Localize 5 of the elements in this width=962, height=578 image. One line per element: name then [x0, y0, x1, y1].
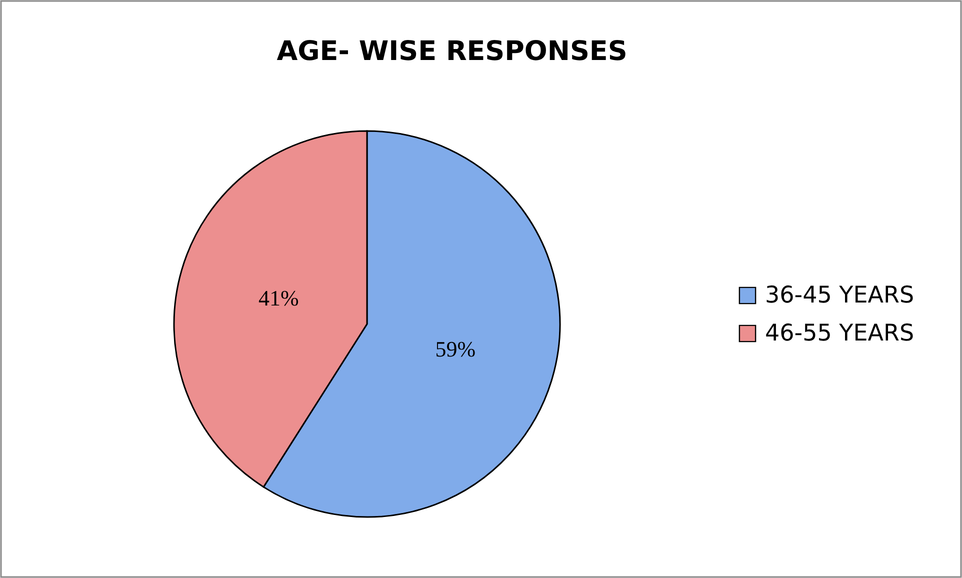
legend-label: 46-55 YEARS — [765, 320, 914, 346]
data-label: 41% — [258, 285, 299, 310]
legend-label: 36-45 YEARS — [765, 282, 914, 308]
chart-title: AGE- WISE RESPONSES — [276, 36, 628, 67]
data-label: 59% — [435, 336, 476, 362]
